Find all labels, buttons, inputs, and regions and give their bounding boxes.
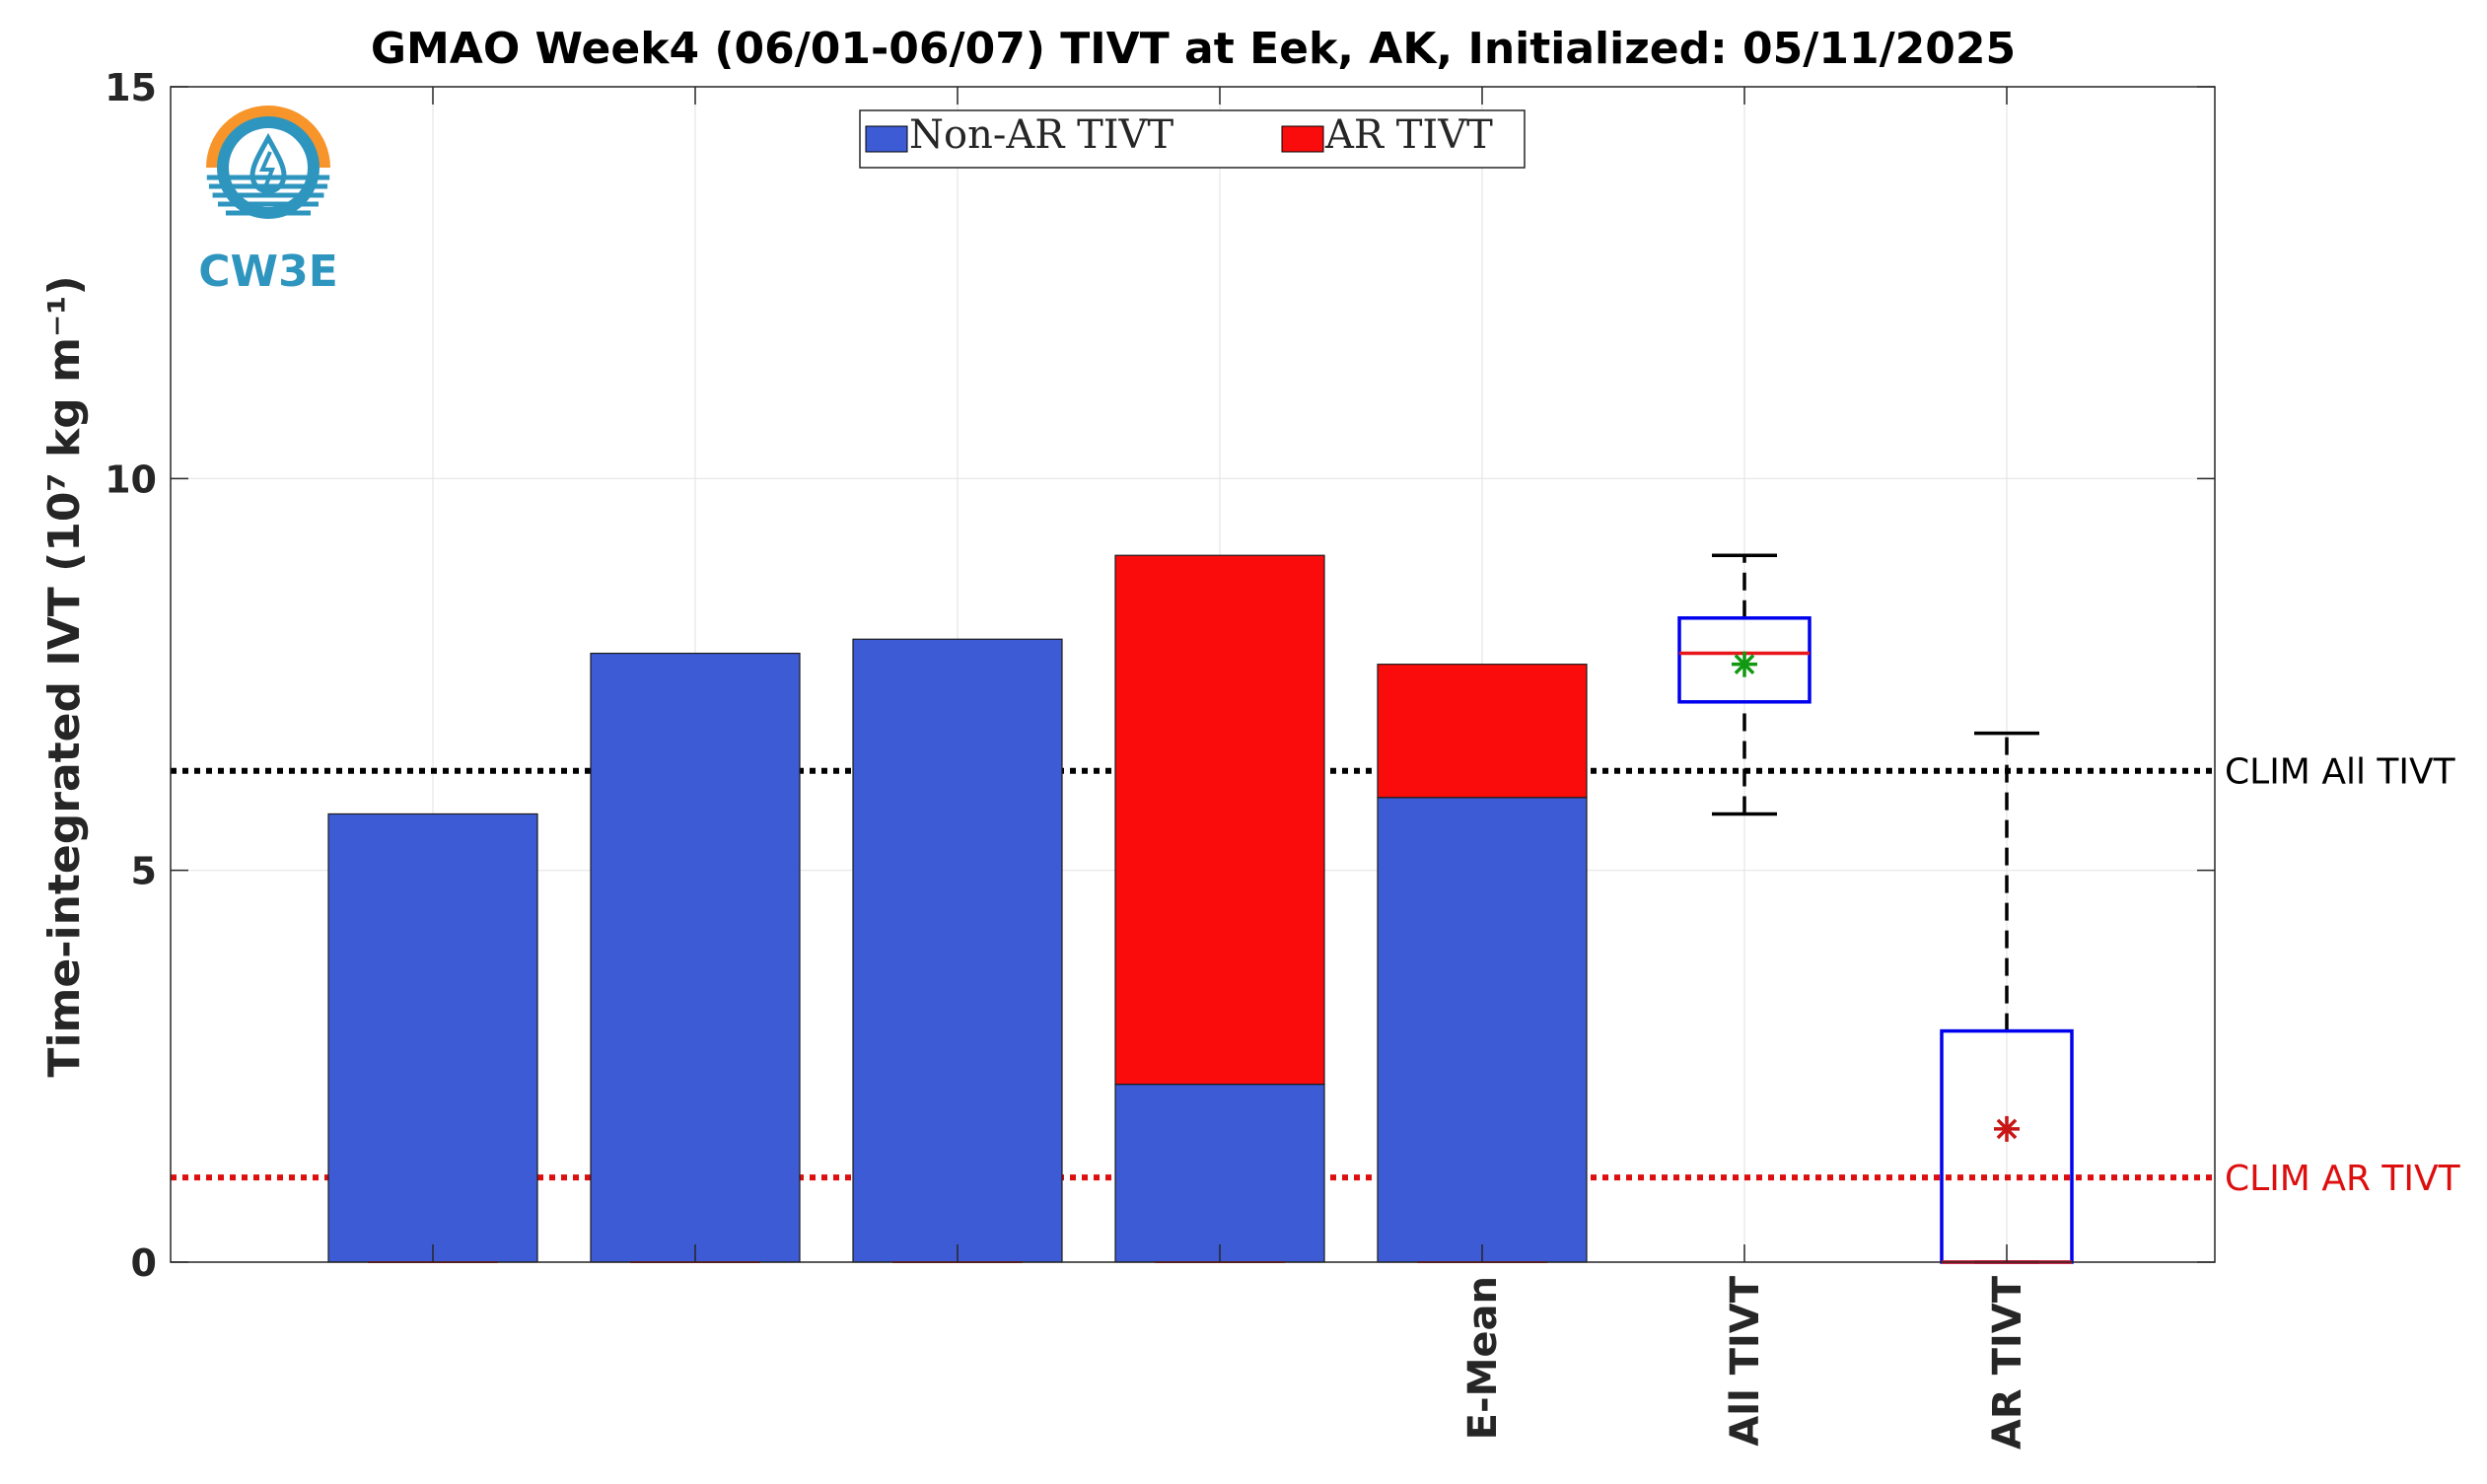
clim-label-clim-ar-tivt: CLIM AR TIVT bbox=[2225, 1159, 2461, 1199]
y-axis-label: Time-integrated IVT (10⁷ kg m⁻¹) bbox=[39, 275, 90, 1077]
logo-sun-arc bbox=[206, 106, 330, 168]
boxplot-mean-ar-tivt bbox=[1994, 1115, 2020, 1142]
logo-text: CW3E bbox=[198, 247, 338, 297]
x-tick-labels: E-Mean All TIVT AR TIVT bbox=[1460, 1275, 2030, 1449]
y-tick-label-0: 0 bbox=[131, 1241, 157, 1285]
x-tick-label-all-tivt: All TIVT bbox=[1723, 1275, 1768, 1446]
bar-ar-4 bbox=[1377, 664, 1588, 799]
bar-non-ar-2 bbox=[852, 638, 1063, 1263]
y-tick-label-3: 15 bbox=[105, 66, 157, 109]
bar-non-ar-0 bbox=[327, 813, 538, 1263]
plot-frame bbox=[170, 86, 2216, 1263]
legend-label-ar: AR TIVT bbox=[1324, 112, 1493, 158]
legend: Non-AR TIVT AR TIVT bbox=[859, 109, 1526, 169]
legend-label-non-ar: Non-AR TIVT bbox=[909, 112, 1173, 158]
legend-box bbox=[859, 109, 1526, 169]
bars bbox=[327, 554, 1588, 1263]
boxplot-box-all-tivt bbox=[1677, 616, 1812, 704]
cw3e-logo: CW3E bbox=[198, 106, 338, 297]
x-tick-label-e-mean: E-Mean bbox=[1460, 1276, 1506, 1440]
bar-ar-3 bbox=[1114, 554, 1325, 1086]
water-drop-icon bbox=[249, 132, 287, 194]
x-tick-label-ar-tivt: AR TIVT bbox=[1985, 1275, 2030, 1449]
y-tick-label-1: 5 bbox=[131, 850, 157, 893]
y-tick-label-2: 10 bbox=[105, 458, 157, 501]
boxplot-mean-all-tivt bbox=[1732, 651, 1757, 677]
legend-swatch-non-ar bbox=[865, 125, 908, 153]
bar-non-ar-4 bbox=[1377, 797, 1588, 1263]
y-tick-labels: 0 5 10 15 bbox=[105, 66, 157, 1285]
clim-label-clim-all-tivt: CLIM All TIVT bbox=[2225, 752, 2456, 793]
bar-non-ar-3 bbox=[1114, 1084, 1325, 1263]
legend-swatch-ar bbox=[1281, 125, 1324, 153]
bar-non-ar-1 bbox=[590, 652, 801, 1263]
chart-title: GMAO Week4 (06/01-06/07) TIVT at Eek, AK… bbox=[371, 24, 2016, 74]
mean-marker-stroke-3 bbox=[1996, 1118, 2018, 1140]
bolt-icon bbox=[258, 151, 275, 188]
mean-marker-stroke-3 bbox=[1734, 654, 1755, 675]
axis-ticks bbox=[171, 86, 2215, 1263]
